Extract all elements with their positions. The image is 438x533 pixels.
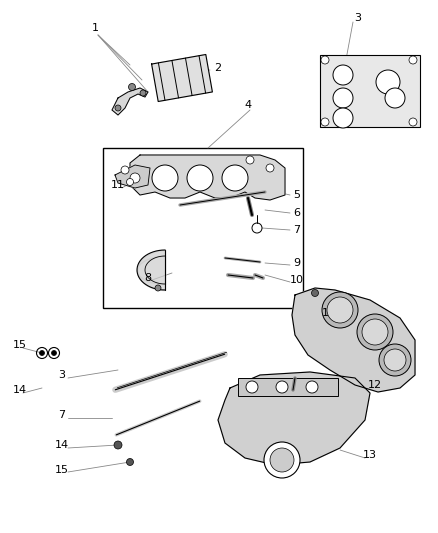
- Circle shape: [265, 164, 273, 172]
- Circle shape: [140, 90, 146, 96]
- Circle shape: [152, 165, 177, 191]
- Circle shape: [51, 351, 57, 356]
- Text: 1: 1: [321, 308, 328, 318]
- Circle shape: [408, 118, 416, 126]
- Text: 7: 7: [58, 410, 65, 420]
- Circle shape: [375, 70, 399, 94]
- Text: 2: 2: [214, 63, 221, 73]
- Circle shape: [361, 319, 387, 345]
- Text: 15: 15: [13, 340, 27, 350]
- Circle shape: [332, 88, 352, 108]
- Text: 6: 6: [293, 208, 300, 218]
- Circle shape: [321, 292, 357, 328]
- Circle shape: [384, 88, 404, 108]
- Text: 13: 13: [362, 450, 376, 460]
- Circle shape: [320, 118, 328, 126]
- Text: 4: 4: [244, 100, 251, 110]
- Text: 3: 3: [354, 13, 360, 23]
- Circle shape: [114, 441, 122, 449]
- Circle shape: [326, 297, 352, 323]
- Circle shape: [356, 314, 392, 350]
- Polygon shape: [130, 155, 284, 200]
- Circle shape: [263, 442, 299, 478]
- Circle shape: [332, 65, 352, 85]
- Circle shape: [276, 381, 287, 393]
- Circle shape: [126, 458, 133, 465]
- Circle shape: [245, 156, 254, 164]
- Circle shape: [39, 351, 44, 356]
- Text: 15: 15: [55, 465, 69, 475]
- Circle shape: [378, 344, 410, 376]
- Text: 5: 5: [293, 190, 300, 200]
- Circle shape: [332, 108, 352, 128]
- Circle shape: [245, 381, 258, 393]
- Circle shape: [305, 381, 317, 393]
- Circle shape: [383, 349, 405, 371]
- Text: 11: 11: [111, 180, 125, 190]
- Circle shape: [311, 289, 318, 296]
- Bar: [237, 378, 337, 396]
- Text: 12: 12: [367, 380, 381, 390]
- Circle shape: [269, 448, 293, 472]
- Circle shape: [155, 285, 161, 291]
- Polygon shape: [112, 88, 148, 115]
- Text: 9: 9: [293, 258, 300, 268]
- Text: 3: 3: [58, 370, 65, 380]
- Polygon shape: [151, 54, 212, 101]
- Text: 14: 14: [13, 385, 27, 395]
- Circle shape: [187, 165, 212, 191]
- Text: 14: 14: [55, 440, 69, 450]
- Text: 1: 1: [91, 23, 98, 33]
- Circle shape: [128, 84, 135, 91]
- Polygon shape: [291, 288, 414, 392]
- Text: 10: 10: [290, 275, 303, 285]
- Circle shape: [126, 179, 133, 185]
- Circle shape: [408, 56, 416, 64]
- Bar: [319, 55, 419, 127]
- Text: 7: 7: [293, 225, 300, 235]
- Circle shape: [222, 165, 247, 191]
- Circle shape: [115, 105, 121, 111]
- Bar: [103, 148, 302, 308]
- Circle shape: [320, 56, 328, 64]
- Circle shape: [121, 166, 129, 174]
- Polygon shape: [218, 372, 369, 465]
- Polygon shape: [115, 165, 150, 188]
- Text: 8: 8: [144, 273, 151, 283]
- Circle shape: [130, 173, 140, 183]
